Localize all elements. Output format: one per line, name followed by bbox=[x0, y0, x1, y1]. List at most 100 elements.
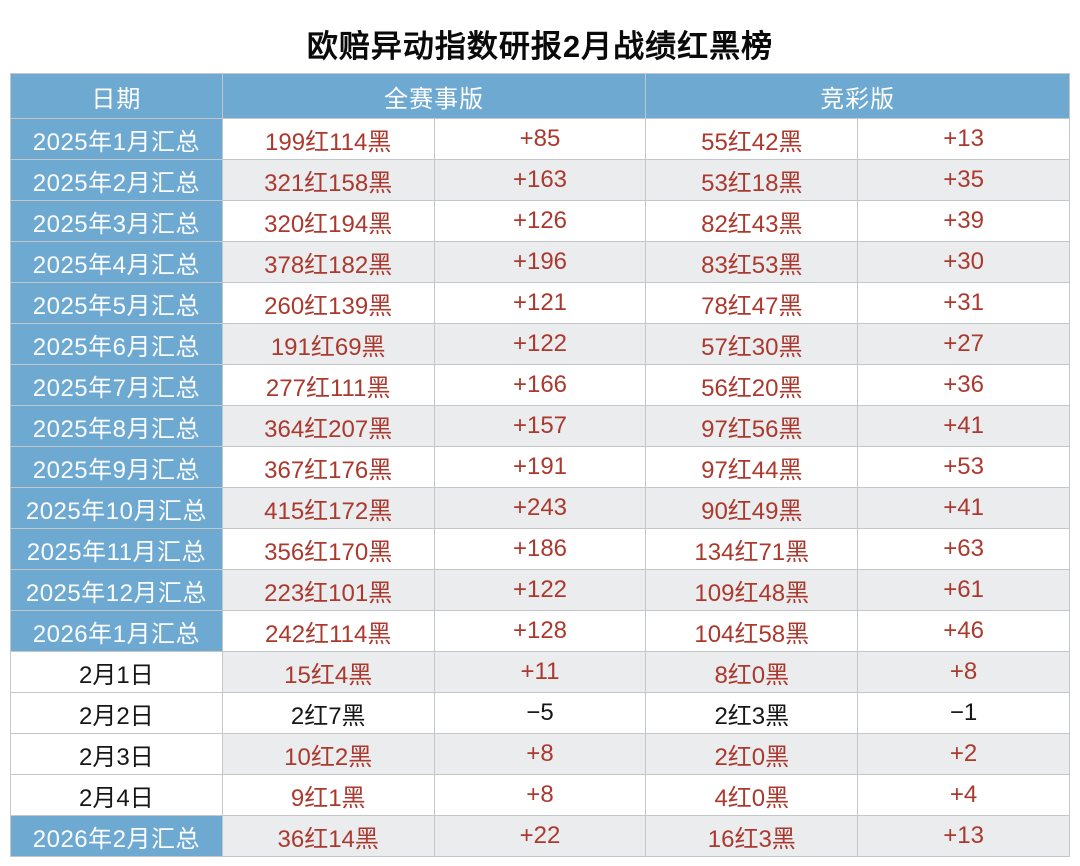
all-matches-record-cell: 260红139黑 bbox=[221, 282, 435, 324]
all-matches-record-cell: 320红194黑 bbox=[221, 200, 435, 242]
date-cell: 2025年2月汇总 bbox=[10, 159, 223, 201]
jingcai-net-cell: +53 bbox=[857, 446, 1070, 488]
jingcai-record-cell: 97红56黑 bbox=[645, 405, 859, 447]
jingcai-net-cell: +31 bbox=[857, 282, 1070, 324]
all-matches-net-cell: +22 bbox=[433, 815, 647, 857]
all-matches-net-cell: +166 bbox=[433, 364, 647, 406]
jingcai-net-cell: +35 bbox=[857, 159, 1070, 201]
jingcai-net-cell: +61 bbox=[857, 569, 1070, 611]
all-matches-record-cell: 277红111黑 bbox=[221, 364, 435, 406]
jingcai-net-cell: +13 bbox=[857, 118, 1070, 160]
date-cell: 2026年2月汇总 bbox=[10, 815, 223, 857]
table-row: 2025年11月汇总 356红170黑 +186 134红71黑 +63 bbox=[10, 528, 1070, 570]
jingcai-net-cell: +41 bbox=[857, 487, 1070, 529]
table-row: 2026年1月汇总 242红114黑 +128 104红58黑 +46 bbox=[10, 610, 1070, 652]
table-row: 2025年1月汇总 199红114黑 +85 55红42黑 +13 bbox=[10, 118, 1070, 160]
date-cell: 2025年1月汇总 bbox=[10, 118, 223, 160]
jingcai-record-cell: 57红30黑 bbox=[645, 323, 859, 365]
date-cell: 2025年10月汇总 bbox=[10, 487, 223, 529]
all-matches-net-cell: +196 bbox=[433, 241, 647, 283]
header-jingcai: 竞彩版 bbox=[645, 73, 1070, 119]
all-matches-net-cell: +243 bbox=[433, 487, 647, 529]
date-cell: 2025年3月汇总 bbox=[10, 200, 223, 242]
jingcai-record-cell: 4红0黑 bbox=[645, 774, 859, 816]
date-cell: 2025年7月汇总 bbox=[10, 364, 223, 406]
all-matches-net-cell: +122 bbox=[433, 569, 647, 611]
all-matches-record-cell: 364红207黑 bbox=[221, 405, 435, 447]
table-row: 2025年3月汇总 320红194黑 +126 82红43黑 +39 bbox=[10, 200, 1070, 242]
table-row: 2025年10月汇总 415红172黑 +243 90红49黑 +41 bbox=[10, 487, 1070, 529]
date-cell: 2月4日 bbox=[10, 774, 223, 816]
all-matches-net-cell: −5 bbox=[433, 692, 647, 734]
all-matches-net-cell: +157 bbox=[433, 405, 647, 447]
table-body: 2025年1月汇总 199红114黑 +85 55红42黑 +13 2025年2… bbox=[10, 118, 1070, 857]
date-cell: 2025年9月汇总 bbox=[10, 446, 223, 488]
jingcai-net-cell: +27 bbox=[857, 323, 1070, 365]
table-row: 2025年2月汇总 321红158黑 +163 53红18黑 +35 bbox=[10, 159, 1070, 201]
all-matches-record-cell: 367红176黑 bbox=[221, 446, 435, 488]
all-matches-record-cell: 191红69黑 bbox=[221, 323, 435, 365]
jingcai-record-cell: 56红20黑 bbox=[645, 364, 859, 406]
all-matches-record-cell: 15红4黑 bbox=[221, 651, 435, 693]
all-matches-record-cell: 199红114黑 bbox=[221, 118, 435, 160]
date-cell: 2025年12月汇总 bbox=[10, 569, 223, 611]
date-cell: 2025年11月汇总 bbox=[10, 528, 223, 570]
table-row: 2025年6月汇总 191红69黑 +122 57红30黑 +27 bbox=[10, 323, 1070, 365]
date-cell: 2月2日 bbox=[10, 692, 223, 734]
jingcai-record-cell: 104红58黑 bbox=[645, 610, 859, 652]
jingcai-net-cell: −1 bbox=[857, 692, 1070, 734]
all-matches-net-cell: +186 bbox=[433, 528, 647, 570]
all-matches-record-cell: 36红14黑 bbox=[221, 815, 435, 857]
table-row: 2025年5月汇总 260红139黑 +121 78红47黑 +31 bbox=[10, 282, 1070, 324]
all-matches-net-cell: +11 bbox=[433, 651, 647, 693]
record-table: 日期 全赛事版 竞彩版 2025年1月汇总 199红114黑 +85 55红42… bbox=[10, 73, 1070, 857]
jingcai-record-cell: 97红44黑 bbox=[645, 446, 859, 488]
jingcai-net-cell: +41 bbox=[857, 405, 1070, 447]
table-row: 2月3日 10红2黑 +8 2红0黑 +2 bbox=[10, 733, 1070, 775]
jingcai-net-cell: +39 bbox=[857, 200, 1070, 242]
header-all-matches: 全赛事版 bbox=[221, 73, 647, 119]
all-matches-net-cell: +191 bbox=[433, 446, 647, 488]
page-title: 欧赔异动指数研报2月战绩红黑榜 bbox=[306, 28, 774, 64]
table-row: 2026年2月汇总 36红14黑 +22 16红3黑 +13 bbox=[10, 815, 1070, 857]
jingcai-net-cell: +2 bbox=[857, 733, 1070, 775]
jingcai-record-cell: 90红49黑 bbox=[645, 487, 859, 529]
jingcai-record-cell: 109红48黑 bbox=[645, 569, 859, 611]
date-cell: 2月3日 bbox=[10, 733, 223, 775]
all-matches-record-cell: 10红2黑 bbox=[221, 733, 435, 775]
all-matches-record-cell: 321红158黑 bbox=[221, 159, 435, 201]
date-cell: 2月1日 bbox=[10, 651, 223, 693]
all-matches-record-cell: 242红114黑 bbox=[221, 610, 435, 652]
table-row: 2月4日 9红1黑 +8 4红0黑 +4 bbox=[10, 774, 1070, 816]
all-matches-record-cell: 378红182黑 bbox=[221, 241, 435, 283]
all-matches-net-cell: +128 bbox=[433, 610, 647, 652]
table-row: 2月2日 2红7黑 −5 2红3黑 −1 bbox=[10, 692, 1070, 734]
jingcai-record-cell: 16红3黑 bbox=[645, 815, 859, 857]
date-cell: 2025年8月汇总 bbox=[10, 405, 223, 447]
all-matches-net-cell: +121 bbox=[433, 282, 647, 324]
all-matches-net-cell: +126 bbox=[433, 200, 647, 242]
all-matches-record-cell: 415红172黑 bbox=[221, 487, 435, 529]
jingcai-record-cell: 78红47黑 bbox=[645, 282, 859, 324]
jingcai-record-cell: 134红71黑 bbox=[645, 528, 859, 570]
jingcai-record-cell: 55红42黑 bbox=[645, 118, 859, 160]
jingcai-record-cell: 2红0黑 bbox=[645, 733, 859, 775]
all-matches-record-cell: 223红101黑 bbox=[221, 569, 435, 611]
jingcai-net-cell: +8 bbox=[857, 651, 1070, 693]
table-row: 2025年9月汇总 367红176黑 +191 97红44黑 +53 bbox=[10, 446, 1070, 488]
all-matches-net-cell: +122 bbox=[433, 323, 647, 365]
jingcai-record-cell: 82红43黑 bbox=[645, 200, 859, 242]
jingcai-net-cell: +13 bbox=[857, 815, 1070, 857]
header-row: 日期 全赛事版 竞彩版 bbox=[10, 73, 1070, 119]
table-row: 2025年8月汇总 364红207黑 +157 97红56黑 +41 bbox=[10, 405, 1070, 447]
all-matches-net-cell: +85 bbox=[433, 118, 647, 160]
jingcai-net-cell: +36 bbox=[857, 364, 1070, 406]
jingcai-net-cell: +46 bbox=[857, 610, 1070, 652]
table-row: 2月1日 15红4黑 +11 8红0黑 +8 bbox=[10, 651, 1070, 693]
date-cell: 2025年4月汇总 bbox=[10, 241, 223, 283]
jingcai-record-cell: 83红53黑 bbox=[645, 241, 859, 283]
jingcai-net-cell: +30 bbox=[857, 241, 1070, 283]
date-cell: 2025年5月汇总 bbox=[10, 282, 223, 324]
table-row: 2025年4月汇总 378红182黑 +196 83红53黑 +30 bbox=[10, 241, 1070, 283]
